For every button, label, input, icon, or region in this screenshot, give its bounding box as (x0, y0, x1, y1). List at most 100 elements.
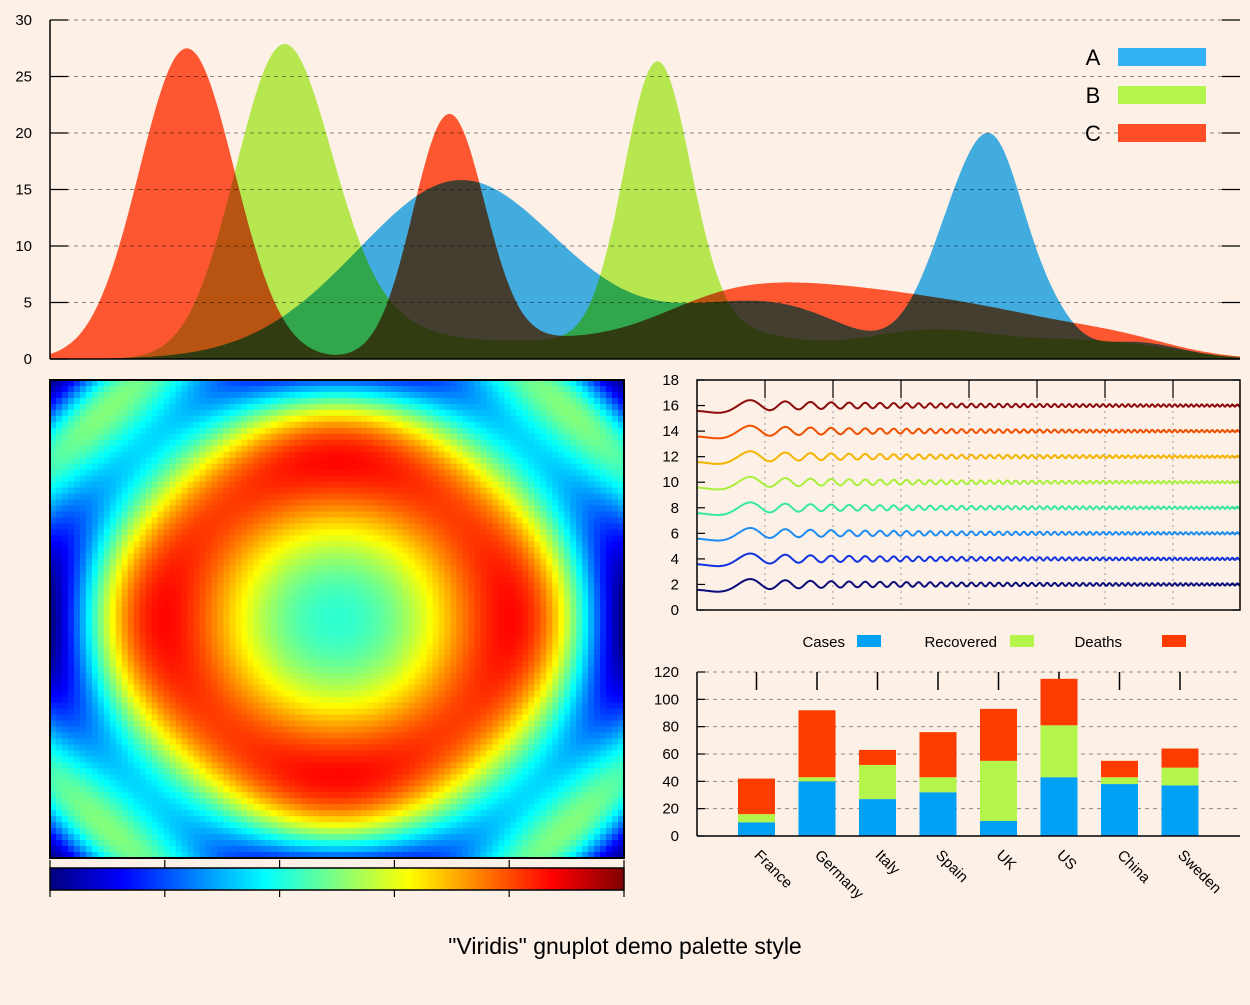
heatmap-cell (199, 529, 205, 535)
heatmap-cell (199, 553, 205, 559)
heatmap-cell (361, 523, 367, 529)
heatmap-cell (463, 619, 469, 625)
heatmap-cell (98, 625, 104, 631)
heatmap-cell (128, 452, 134, 458)
heatmap-cell (600, 434, 606, 440)
heatmap-cell (510, 589, 516, 595)
heatmap-cell (259, 517, 265, 523)
heatmap-cell (433, 458, 439, 464)
heatmap-cell (313, 589, 319, 595)
heatmap-cell (385, 625, 391, 631)
heatmap-cell (612, 619, 618, 625)
heatmap-cell (552, 595, 558, 601)
heatmap-cell (373, 440, 379, 446)
heatmap-cell (247, 631, 253, 637)
heatmap-cell (427, 679, 433, 685)
heatmap-cell (98, 511, 104, 517)
heatmap-cell (582, 535, 588, 541)
heatmap-cell (68, 404, 74, 410)
heatmap-cell (564, 589, 570, 595)
heatmap-cell (367, 404, 373, 410)
heatmap-cell (457, 523, 463, 529)
heatmap-cell (199, 541, 205, 547)
heatmap-cell (146, 494, 152, 500)
heatmap-cell (415, 482, 421, 488)
heatmap-cell (409, 571, 415, 577)
heatmap-cell (223, 661, 229, 667)
heatmap-cell (439, 547, 445, 553)
heatmap-cell (277, 559, 283, 565)
heatmap-cell (576, 679, 582, 685)
heatmap-cell (528, 517, 534, 523)
legend-swatch (1118, 86, 1206, 104)
heatmap-cell (427, 428, 433, 434)
heatmap-cell (600, 541, 606, 547)
heatmap-cell (415, 685, 421, 691)
heatmap-cell (74, 422, 80, 428)
heatmap-cell (229, 452, 235, 458)
heatmap-cell (379, 589, 385, 595)
heatmap-cell (313, 452, 319, 458)
heatmap-cell (56, 649, 62, 655)
heatmap-cell (116, 428, 122, 434)
heatmap-cell (457, 505, 463, 511)
heatmap-cell (540, 661, 546, 667)
heatmap-cell (235, 535, 241, 541)
heatmap-cell (116, 529, 122, 535)
heatmap-cell (205, 625, 211, 631)
heatmap-cell (361, 517, 367, 523)
heatmap-cell (86, 458, 92, 464)
heatmap-cell (403, 404, 409, 410)
heatmap-cell (409, 631, 415, 637)
heatmap-cell (355, 416, 361, 422)
heatmap-cell (600, 655, 606, 661)
heatmap-cell (134, 685, 140, 691)
heatmap-cell (265, 679, 271, 685)
heatmap-cell (92, 422, 98, 428)
heatmap-cell (516, 553, 522, 559)
heatmap-cell (307, 517, 313, 523)
heatmap-cell (486, 428, 492, 434)
heatmap-cell (134, 494, 140, 500)
heatmap-cell (415, 589, 421, 595)
heatmap-cell (481, 553, 487, 559)
heatmap-cell (271, 446, 277, 452)
heatmap-cell (409, 559, 415, 565)
heatmap-cell (259, 577, 265, 583)
heatmap-cell (486, 410, 492, 416)
heatmap-cell (343, 500, 349, 506)
heatmap-cell (403, 673, 409, 679)
heatmap-cell (313, 559, 319, 565)
heatmap-cell (199, 685, 205, 691)
heatmap-cell (469, 416, 475, 422)
heatmap-cell (451, 440, 457, 446)
heatmap-cell (391, 440, 397, 446)
heatmap-cell (128, 613, 134, 619)
heatmap-cell (373, 500, 379, 506)
heatmap-cell (98, 505, 104, 511)
heatmap-cell (552, 613, 558, 619)
heatmap-cell (373, 643, 379, 649)
heatmap-cell (391, 667, 397, 673)
heatmap-cell (373, 434, 379, 440)
heatmap-cell (361, 482, 367, 488)
heatmap-cell (576, 559, 582, 565)
heatmap-cell (463, 434, 469, 440)
heatmap-cell (397, 500, 403, 506)
heatmap-cell (295, 452, 301, 458)
heatmap-cell (415, 422, 421, 428)
heatmap-cell (253, 434, 259, 440)
heatmap-cell (229, 565, 235, 571)
heatmap-cell (146, 547, 152, 553)
heatmap-cell (247, 440, 253, 446)
heatmap-cell (552, 661, 558, 667)
heatmap-cell (606, 392, 612, 398)
heatmap-cell (331, 494, 337, 500)
heatmap-cell (331, 386, 337, 392)
heatmap-cell (223, 595, 229, 601)
heatmap-cell (486, 595, 492, 601)
heatmap-cell (182, 470, 188, 476)
heatmap-cell (62, 673, 68, 679)
heatmap-cell (475, 392, 481, 398)
heatmap-cell (313, 619, 319, 625)
